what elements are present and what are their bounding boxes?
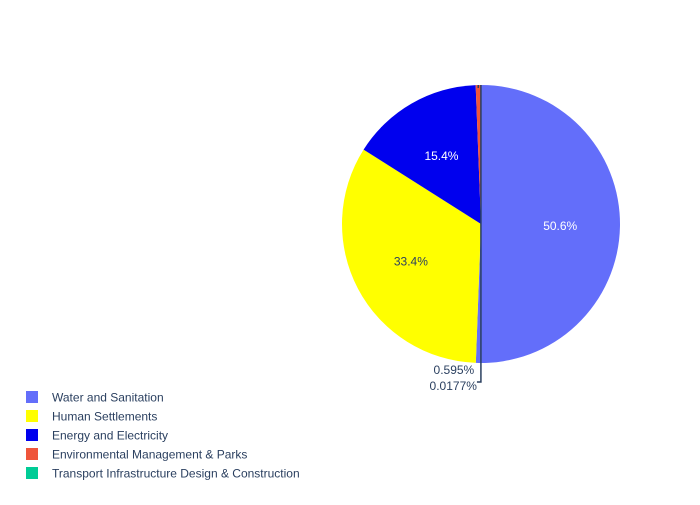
legend-swatch-energy-and-electricity [26,429,38,441]
slice-label-transport-infrastructure-design-and-construction: 0.0177% [430,379,478,393]
legend-item-transport-infrastructure-design-and-construction[interactable]: Transport Infrastructure Design & Constr… [26,467,300,481]
legend-item-energy-and-electricity[interactable]: Energy and Electricity [26,429,168,443]
legend-label-transport-infrastructure-design-and-construction: Transport Infrastructure Design & Constr… [52,467,300,481]
legend-swatch-human-settlements [26,410,38,422]
legend-label-human-settlements: Human Settlements [52,410,157,424]
legend-swatch-transport-infrastructure-design-and-construction [26,467,38,479]
slice-label-environmental-management-and-parks: 0.595% [434,363,475,377]
legend-item-environmental-management-and-parks[interactable]: Environmental Management & Parks [26,448,247,462]
legend-swatch-water-and-sanitation [26,391,38,403]
legend-item-water-and-sanitation[interactable]: Water and Sanitation [26,391,164,405]
legend-item-human-settlements[interactable]: Human Settlements [26,410,157,424]
legend-label-environmental-management-and-parks: Environmental Management & Parks [52,448,247,462]
legend-label-energy-and-electricity: Energy and Electricity [52,429,168,443]
slice-label-energy-and-electricity: 15.4% [424,149,458,163]
slice-label-human-settlements: 33.4% [394,254,428,268]
legend: Water and Sanitation Human Settlements Ene… [26,391,300,481]
slice-label-water-and-sanitation: 50.6% [543,219,577,233]
legend-label-water-and-sanitation: Water and Sanitation [52,391,164,405]
legend-swatch-environmental-management-and-parks [26,448,38,460]
